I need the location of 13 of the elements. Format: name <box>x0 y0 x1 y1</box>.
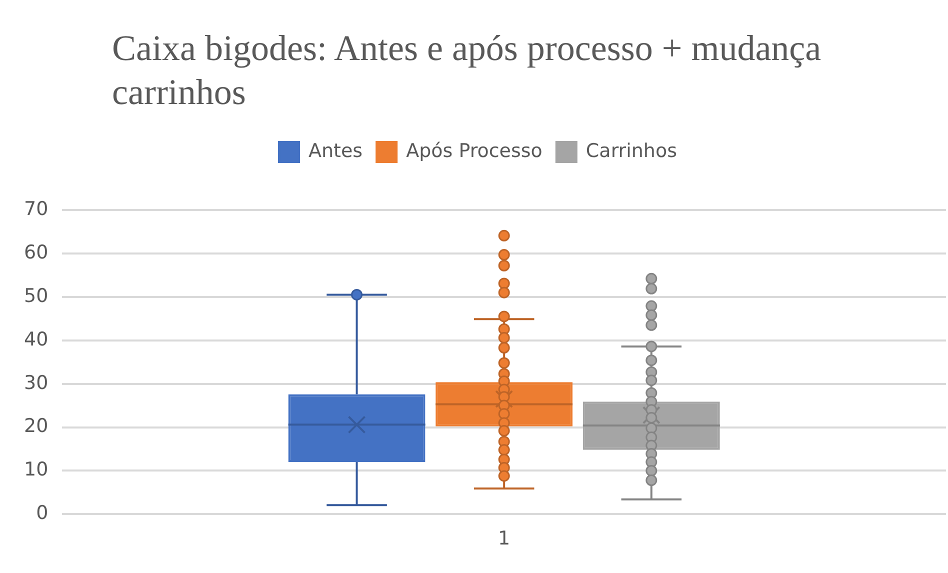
y-tick-label: 50 <box>24 284 48 307</box>
y-tick-label: 60 <box>24 241 48 264</box>
chart-title: Caixa bigodes: Antes e após processo + mudança carrinhos <box>112 27 822 114</box>
y-tick-label: 20 <box>24 415 48 438</box>
legend-label: Carrinhos <box>586 140 677 162</box>
y-tick-label: 70 <box>24 198 48 220</box>
legend-label: Após Processo <box>406 140 542 162</box>
y-tick-label: 10 <box>24 458 48 481</box>
y-tick-label: 30 <box>24 372 48 394</box>
legend-label: Antes <box>308 140 363 162</box>
x-tick-label: 1 <box>498 528 510 550</box>
y-tick-label: 0 <box>36 502 48 524</box>
y-tick-label: 40 <box>24 328 48 350</box>
